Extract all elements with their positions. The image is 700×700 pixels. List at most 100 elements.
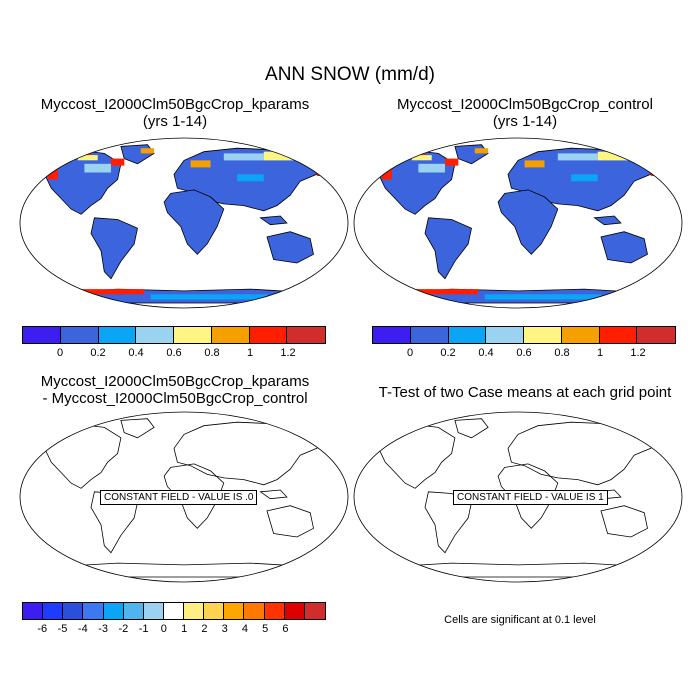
continent-outline bbox=[454, 418, 489, 439]
colorbar-swatch bbox=[211, 327, 250, 343]
colorbar-swatch bbox=[184, 603, 205, 619]
colorbar-swatch bbox=[98, 327, 137, 343]
map-boundary bbox=[19, 137, 349, 309]
snow-field-patch bbox=[597, 151, 631, 161]
map-boundary bbox=[353, 411, 683, 583]
colorbar-swatch bbox=[204, 603, 225, 619]
colorbar-difference bbox=[22, 602, 326, 620]
colorbar-tick-label: 0.6 bbox=[516, 347, 532, 359]
snow-field-patch bbox=[111, 158, 125, 166]
colorbar-tick-label: -1 bbox=[138, 623, 149, 635]
snow-field-patch bbox=[571, 174, 598, 182]
colorbar-tick-label: 3 bbox=[221, 623, 228, 635]
colorbar-swatch bbox=[637, 327, 675, 343]
snow-field-patch bbox=[411, 155, 432, 161]
snow-field-patch bbox=[84, 163, 111, 173]
colorbar-swatch bbox=[123, 603, 144, 619]
panel-2-title-line1: Myccost_I2000Clm50BgcCrop_control bbox=[397, 96, 653, 113]
colorbar-tick-label: -6 bbox=[37, 623, 48, 635]
colorbar-tick-label: 1 bbox=[246, 347, 254, 359]
map-panel-kparams bbox=[19, 137, 349, 309]
colorbar-tick-label: 1.2 bbox=[630, 347, 646, 359]
colorbar-tick-label: 0.4 bbox=[128, 347, 144, 359]
colorbar-swatch bbox=[136, 327, 174, 343]
continent-outline bbox=[600, 505, 648, 538]
continent-outline bbox=[266, 505, 314, 538]
colorbar-tick-label: -3 bbox=[98, 623, 108, 635]
continent-outline bbox=[497, 189, 559, 255]
colorbar-swatch bbox=[249, 327, 288, 343]
colorbar-swatch bbox=[448, 327, 487, 343]
snow-field-patch bbox=[405, 289, 479, 295]
colorbar-swatch bbox=[83, 603, 104, 619]
colorbar-swatch bbox=[23, 603, 44, 619]
snow-field-patch bbox=[150, 294, 267, 300]
colorbar-swatch bbox=[373, 327, 411, 343]
colorbar-tick-label: 1 bbox=[181, 623, 188, 635]
colorbar-kparams bbox=[22, 326, 326, 344]
snow-field-patch bbox=[237, 174, 264, 182]
continent-outline bbox=[374, 423, 456, 489]
snow-field-patch bbox=[263, 151, 297, 161]
snow-field-patch bbox=[303, 156, 321, 164]
continent-outline bbox=[40, 423, 122, 489]
snow-field-patch bbox=[71, 289, 145, 295]
colorbar-swatch bbox=[486, 327, 524, 343]
continent-outline bbox=[163, 463, 225, 529]
colorbar-tick-label: 0 bbox=[56, 347, 64, 359]
continent-outline bbox=[259, 215, 288, 226]
snow-field-patch bbox=[474, 148, 489, 154]
colorbar-difference-ticks: -6 -5 -4 -3 -2 -1 0 1 2 3 4 5 6 bbox=[22, 623, 326, 637]
colorbar-tick-label: 6 bbox=[282, 623, 289, 635]
panel-1-title-line2: (yrs 1-14) bbox=[142, 113, 208, 130]
colorbar-swatch bbox=[524, 327, 562, 343]
colorbar-tick-label: 1 bbox=[596, 347, 604, 359]
colorbar-tick-label: 2 bbox=[201, 623, 208, 635]
colorbar-swatch bbox=[163, 603, 184, 619]
snow-field-patch bbox=[140, 148, 155, 154]
map-boundary bbox=[19, 411, 349, 583]
continent-outline bbox=[173, 421, 328, 486]
colorbar-tick-label: 0.4 bbox=[478, 347, 494, 359]
continent-outline bbox=[497, 463, 559, 529]
continent-outline bbox=[90, 217, 138, 280]
snow-field-patch bbox=[77, 155, 98, 161]
colorbar-control-ticks: 0 0.2 0.4 0.6 0.8 1 1.2 bbox=[372, 347, 676, 361]
snow-field-patch bbox=[484, 294, 601, 300]
panel-4-title: T-Test of two Case means at each grid po… bbox=[378, 384, 672, 401]
constant-field-label-diff: CONSTANT FIELD - VALUE IS .0 bbox=[100, 490, 258, 505]
snow-field-patch bbox=[650, 167, 661, 176]
colorbar-swatch bbox=[284, 603, 305, 619]
continent-outline bbox=[600, 231, 648, 264]
continent-outline bbox=[593, 215, 622, 226]
colorbar-swatch bbox=[561, 327, 600, 343]
continent-outline bbox=[424, 217, 472, 280]
snow-field-patch bbox=[223, 153, 264, 161]
snow-field-patch bbox=[445, 158, 459, 166]
panel-1-title: Myccost_I2000Clm50BgcCrop_kparams (yrs 1… bbox=[0, 96, 350, 130]
significance-note: Cells are significant at 0.1 level bbox=[444, 614, 596, 626]
colorbar-swatch bbox=[103, 603, 124, 619]
panel-3-title: Myccost_I2000Clm50BgcCrop_kparams - Mycc… bbox=[0, 373, 350, 407]
figure-title: ANN SNOW (mm/d) bbox=[265, 64, 435, 85]
continent-outline bbox=[266, 231, 314, 264]
colorbar-swatch bbox=[224, 603, 245, 619]
continent-outline bbox=[507, 421, 662, 486]
colorbar-swatch bbox=[63, 603, 84, 619]
map-panel-control bbox=[353, 137, 683, 309]
continent-outline bbox=[259, 489, 288, 500]
colorbar-swatch bbox=[304, 603, 325, 619]
panel-3-title-line1: Myccost_I2000Clm50BgcCrop_kparams bbox=[40, 373, 310, 390]
colorbar-control bbox=[372, 326, 676, 344]
colorbar-tick-label: 0.2 bbox=[440, 347, 456, 359]
colorbar-swatch bbox=[43, 603, 64, 619]
panel-2-title: Myccost_I2000Clm50BgcCrop_control (yrs 1… bbox=[350, 96, 700, 130]
continent-outline bbox=[163, 189, 225, 255]
snow-field-patch bbox=[190, 160, 211, 168]
colorbar-swatch bbox=[287, 327, 325, 343]
panel-1-title-line1: Myccost_I2000Clm50BgcCrop_kparams bbox=[40, 96, 310, 113]
snow-field-patch bbox=[316, 167, 327, 176]
colorbar-tick-label: 0.8 bbox=[554, 347, 570, 359]
colorbar-swatch bbox=[60, 327, 99, 343]
colorbar-tick-label: -5 bbox=[57, 623, 68, 635]
